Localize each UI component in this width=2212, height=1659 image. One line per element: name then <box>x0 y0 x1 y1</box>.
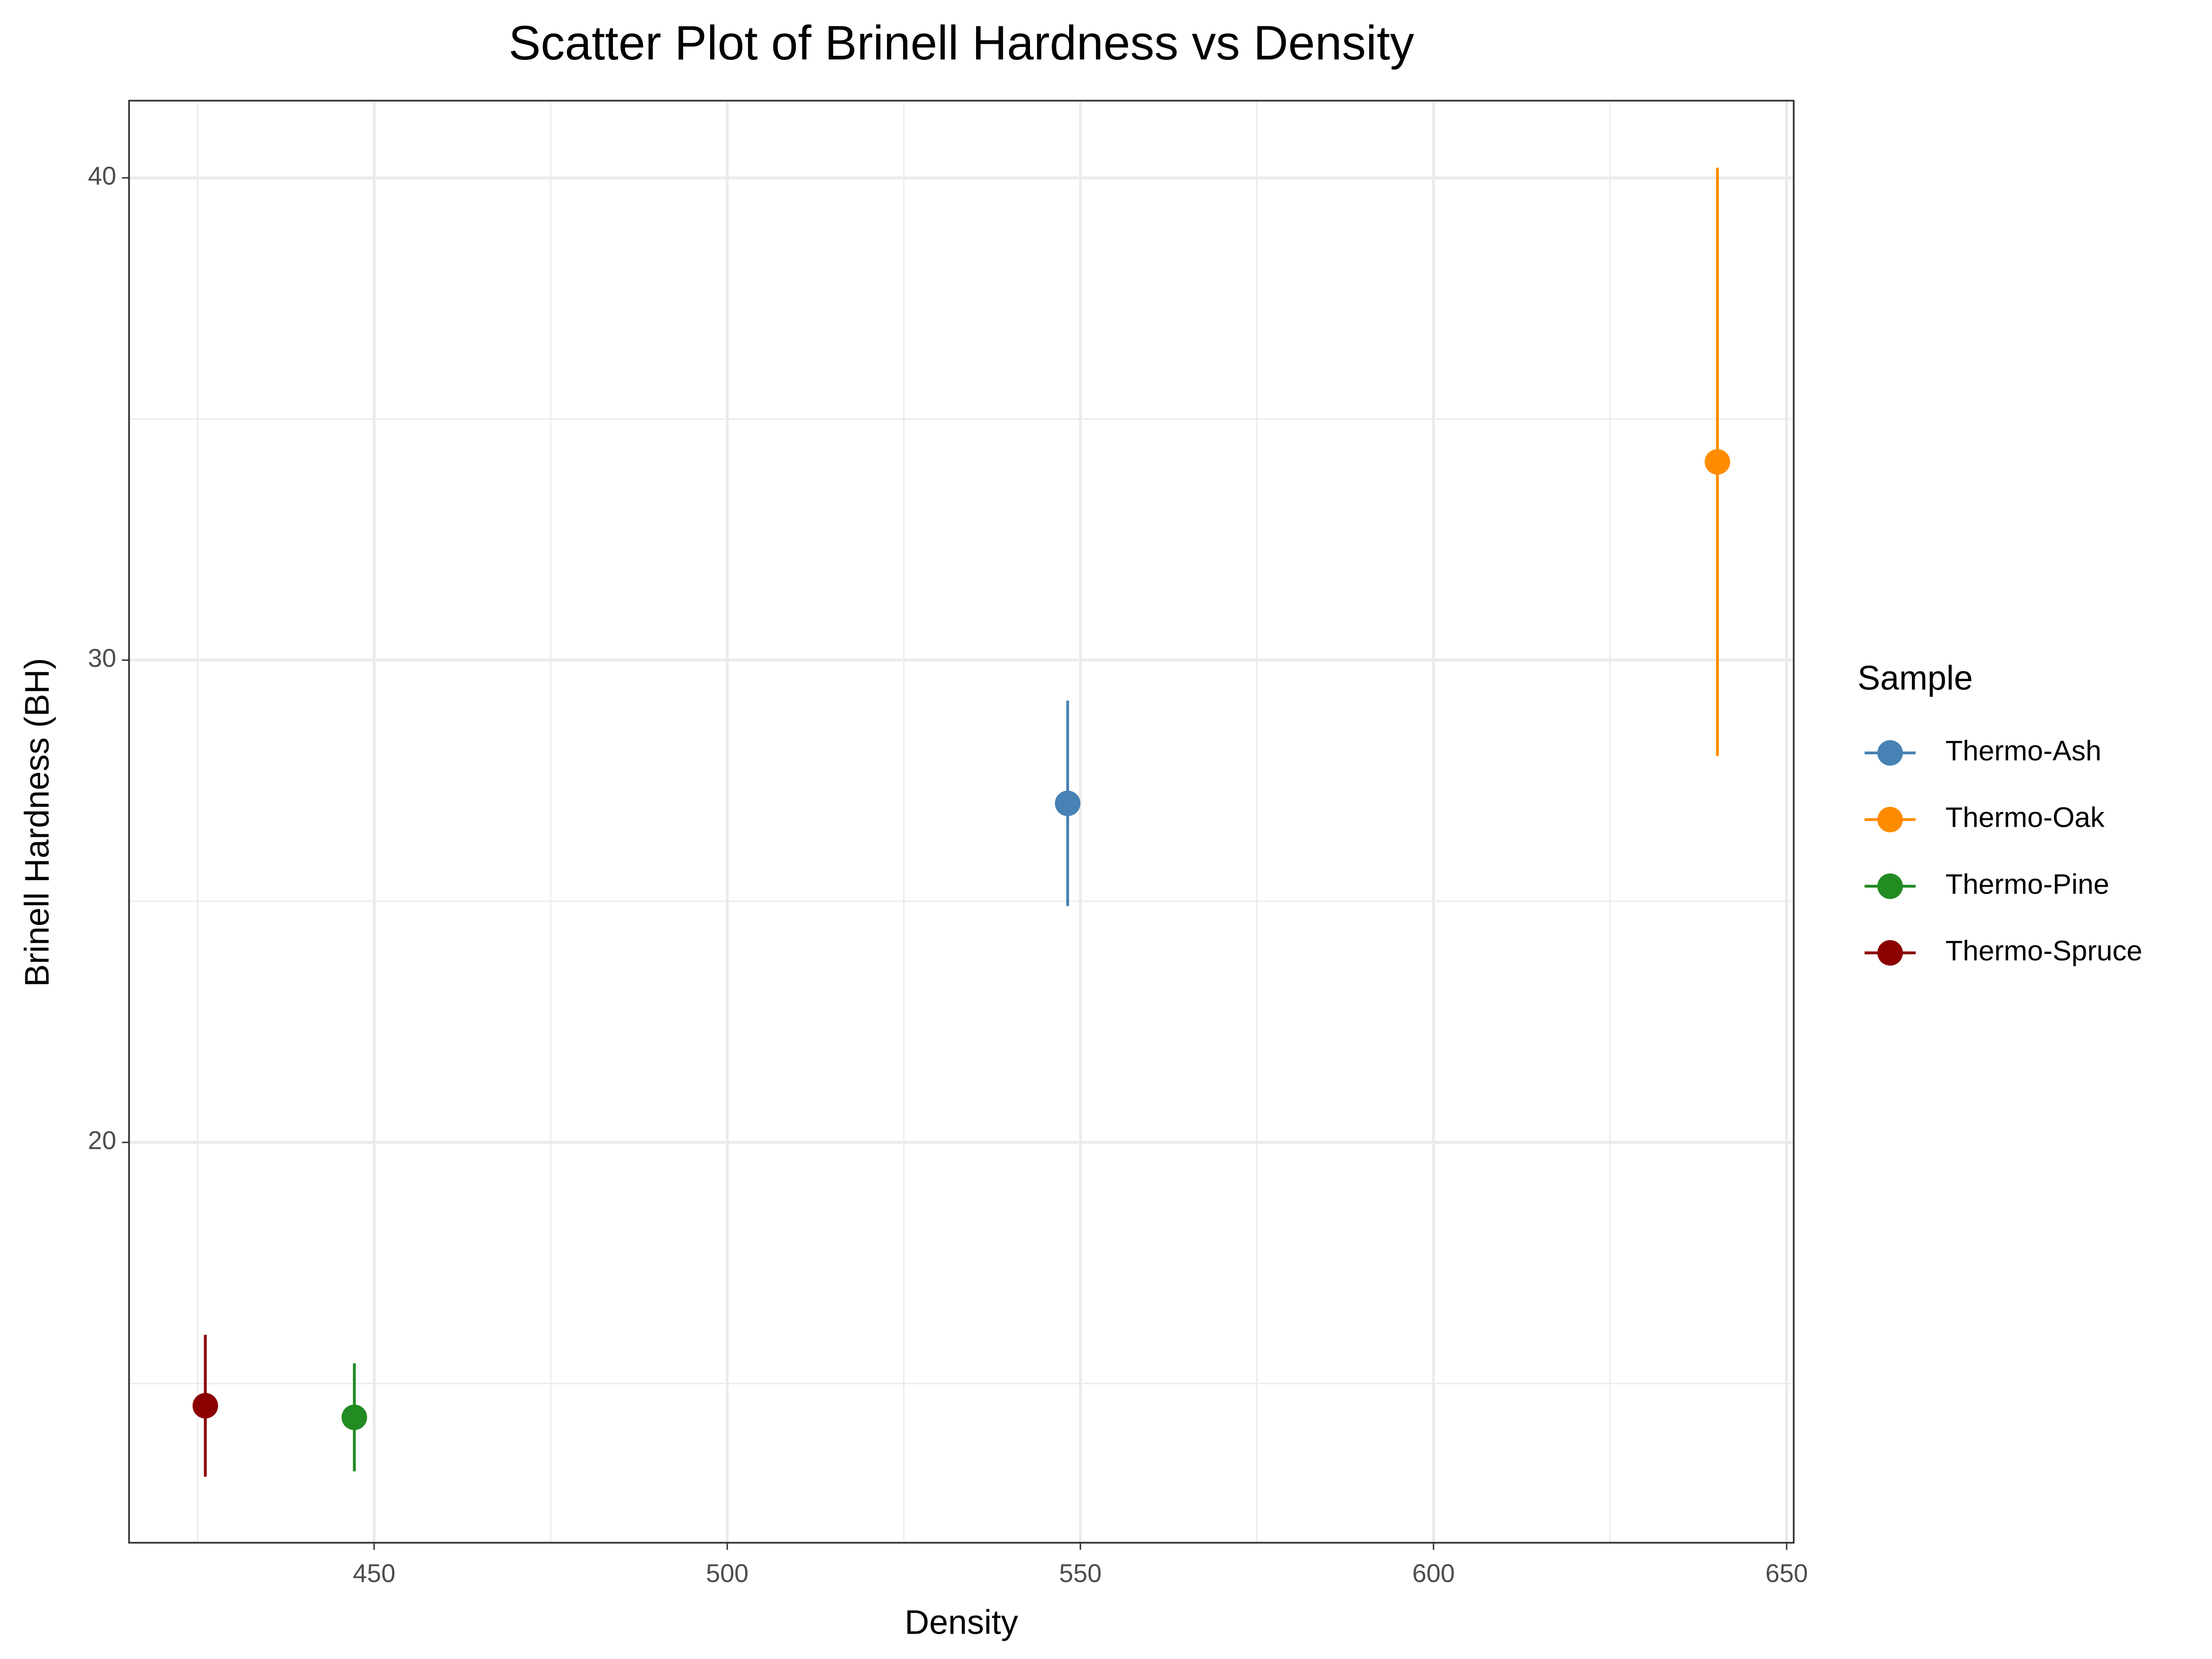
chart-title: Scatter Plot of Brinell Hardness vs Dens… <box>509 16 1415 70</box>
point <box>1055 790 1081 816</box>
legend-title: Sample <box>1858 659 1973 697</box>
point <box>341 1404 367 1430</box>
x-tick-label: 650 <box>1765 1559 1808 1588</box>
legend-marker <box>1877 873 1903 899</box>
x-tick-label: 600 <box>1412 1559 1454 1588</box>
point <box>1705 449 1730 475</box>
legend-marker <box>1877 806 1903 833</box>
x-tick-label: 500 <box>706 1559 748 1588</box>
legend-label: Thermo-Spruce <box>1946 935 2142 967</box>
legend-label: Thermo-Pine <box>1946 868 2110 900</box>
y-axis-title: Brinell Hardness (BH) <box>18 658 56 987</box>
legend-marker <box>1877 740 1903 766</box>
legend-marker <box>1877 940 1903 966</box>
y-tick-label: 20 <box>88 1126 117 1155</box>
legend-label: Thermo-Ash <box>1946 735 2101 767</box>
point <box>192 1393 218 1419</box>
x-axis-title: Density <box>905 1603 1018 1641</box>
x-tick-label: 450 <box>353 1559 395 1588</box>
y-tick-label: 40 <box>88 162 117 190</box>
plot-border <box>128 100 1795 1544</box>
x-tick-label: 550 <box>1059 1559 1101 1588</box>
legend-label: Thermo-Oak <box>1946 802 2105 834</box>
y-tick-label: 30 <box>88 644 117 672</box>
